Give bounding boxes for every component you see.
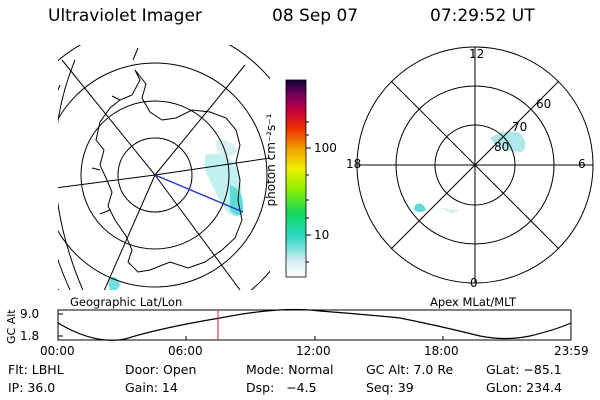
glat-info: GLat: −85.1: [486, 362, 562, 377]
mlat-label-80: 80: [494, 140, 510, 154]
satellite-track: [154, 174, 244, 213]
apex-panel-label: Apex MLat/MLT: [430, 295, 517, 309]
time-label: 07:29:52 UT: [430, 6, 535, 26]
gc-alt-tick-1-8: 1.8: [20, 329, 40, 343]
time-tick-1800: 18:00: [424, 344, 459, 358]
gc-alt-curve: [57, 308, 572, 341]
mlt-label-6: 6: [578, 157, 586, 171]
dsp-info: Dsp: −4.5: [246, 380, 317, 395]
geographic-map: [58, 45, 270, 290]
time-tick-0600: 06:00: [168, 344, 203, 358]
ip-info: IP: 36.0: [8, 380, 56, 395]
glon-info: GLon: 234.4: [486, 380, 562, 395]
mlt-label-12: 12: [469, 47, 485, 61]
mlt-label-0: 0: [470, 276, 478, 290]
colorbar-tick-10: 10: [314, 228, 330, 242]
filter-info: Flt: LBHL: [8, 362, 64, 377]
time-tick-2359: 23:59: [554, 344, 589, 358]
geographic-panel-label: Geographic Lat/Lon: [70, 295, 183, 309]
seq-info: Seq: 39: [366, 380, 414, 395]
antarctica-coastline: [95, 69, 243, 273]
mlat-label-60: 60: [536, 97, 552, 111]
mlt-label-18: 18: [346, 157, 362, 171]
gc-alt-tick-9: 9.0: [20, 307, 40, 321]
mlat-label-70: 70: [512, 120, 528, 134]
instrument-title: Ultraviolet Imager: [48, 6, 202, 26]
gc-alt-chart: [57, 308, 572, 341]
aurora-emission-left: [108, 139, 244, 290]
date-label: 08 Sep 07: [272, 6, 359, 26]
polar-mlt-grid: [356, 46, 594, 284]
time-tick-1200: 12:00: [296, 344, 331, 358]
time-tick-0000: 00:00: [40, 344, 75, 358]
mode-info: Mode: Normal: [246, 362, 334, 377]
door-info: Door: Open: [125, 362, 197, 377]
gc-alt-info: GC Alt: 7.0 Re: [366, 362, 454, 377]
colorbar-tick-100: 100: [314, 141, 337, 155]
colorbar-units-label: photon cm⁻²s⁻¹: [264, 113, 278, 207]
gain-info: Gain: 14: [125, 380, 178, 395]
colorbar: [285, 79, 311, 278]
gc-alt-axis-label: GC Alt: [5, 309, 18, 344]
